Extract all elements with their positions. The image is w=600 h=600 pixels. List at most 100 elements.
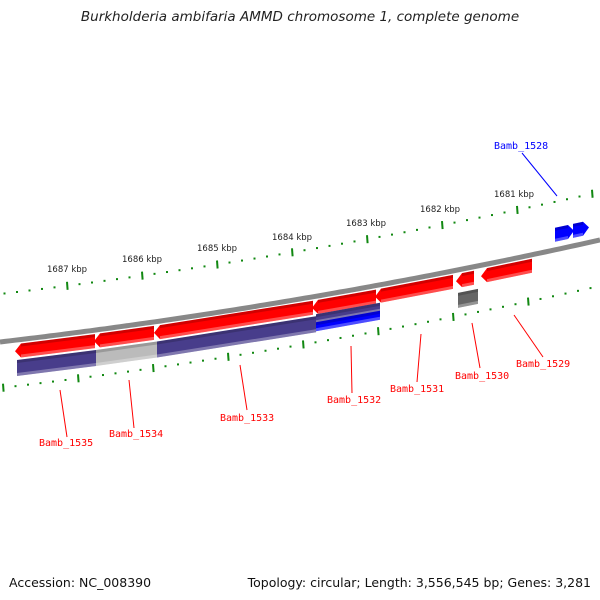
gene-bamb-1531-shade xyxy=(381,274,453,292)
upper-scale-major-tick xyxy=(591,189,594,198)
upper-scale-minor-tick xyxy=(166,271,168,274)
upper-scale-minor-tick xyxy=(328,244,331,247)
gene-bamb-1528-part xyxy=(573,221,589,238)
scale-labels: 1687 kbp 1686 kbp 1685 kbp 1684 kbp 1683… xyxy=(47,190,534,275)
cds-bar-pseudo-highlight xyxy=(96,354,157,366)
gene-bamb-1528-part-shade xyxy=(573,221,583,227)
rna-feature-shade xyxy=(458,288,478,296)
gene-label-bamb-1535[interactable]: Bamb_1535 xyxy=(39,438,93,449)
upper-scale-minor-tick xyxy=(78,283,81,286)
lower-scale-minor-tick xyxy=(327,339,329,342)
lower-scale-major-tick xyxy=(227,352,230,361)
leader-line xyxy=(416,333,422,383)
upper-scale-minor-tick xyxy=(428,226,431,229)
gene-label-bamb-1534[interactable]: Bamb_1534 xyxy=(109,429,163,440)
scale-label: 1683 kbp xyxy=(346,219,386,229)
upper-scale-major-tick xyxy=(216,260,219,269)
accession-text: Accession: NC_008390 xyxy=(9,575,152,590)
leader-line xyxy=(239,364,248,411)
upper-scale-minor-tick xyxy=(103,279,106,282)
upper-scale-major-tick xyxy=(366,235,369,244)
rna-feature-highlight xyxy=(458,300,478,308)
gene-bamb-1532-body xyxy=(312,289,376,314)
gene-bamb-1528-shade xyxy=(555,225,568,231)
lower-scale-minor-tick xyxy=(189,361,192,364)
gene-label-bamb-1533[interactable]: Bamb_1533 xyxy=(220,413,274,424)
lower-scale-major-tick xyxy=(2,383,5,392)
gene-label-bamb-1532[interactable]: Bamb_1532 xyxy=(327,395,381,406)
lower-scale-minor-tick xyxy=(364,332,367,335)
cds-bar xyxy=(17,350,96,376)
lower-scale-minor-tick xyxy=(539,297,542,300)
upper-scale-minor-tick xyxy=(503,211,506,214)
scale-label: 1686 kbp xyxy=(122,255,162,265)
upper-scale-minor-tick xyxy=(578,195,581,198)
upper-scale-minor-tick xyxy=(403,231,406,234)
scale-label: 1682 kbp xyxy=(420,205,460,215)
lower-scale-minor-tick xyxy=(239,353,242,356)
upper-scale-minor-tick xyxy=(541,203,543,206)
gene-label-bamb-1528[interactable]: Bamb_1528 xyxy=(494,141,548,152)
cds-bar-body xyxy=(316,302,380,324)
lower-scale-minor-tick xyxy=(27,383,29,386)
lower-scale-minor-tick xyxy=(139,368,142,371)
scale-ticks xyxy=(2,189,594,392)
lower-scale-minor-tick xyxy=(264,349,267,352)
rna-feature-body xyxy=(458,288,478,308)
cds-bar-highlight xyxy=(17,363,96,376)
gene-bamb-1530-body xyxy=(456,270,474,288)
cds-bar-pseudo xyxy=(96,341,157,366)
lower-scale-minor-tick xyxy=(52,380,54,383)
lower-scale-minor-tick xyxy=(502,305,504,308)
upper-scale-minor-tick xyxy=(303,249,306,252)
gene-label-bamb-1530[interactable]: Bamb_1530 xyxy=(455,371,509,382)
lower-scale-minor-tick xyxy=(439,318,442,321)
lower-scale-minor-tick xyxy=(214,357,217,360)
lower-scale-minor-tick xyxy=(127,370,129,373)
leader-line xyxy=(350,345,353,394)
gene-bamb-1534-highlight xyxy=(100,336,154,348)
gene-bamb-1535-shade xyxy=(21,334,95,347)
lower-scale-minor-tick xyxy=(489,308,492,311)
lower-scale-minor-tick xyxy=(564,292,567,295)
lower-scale-minor-tick xyxy=(202,359,204,362)
gene-bamb-1528-highlight xyxy=(555,236,568,242)
gene-label-bamb-1529[interactable]: Bamb_1529 xyxy=(516,359,570,370)
upper-scale-major-tick xyxy=(141,271,144,280)
upper-scale-minor-tick xyxy=(178,269,181,272)
upper-scale-major-tick xyxy=(516,205,519,214)
lower-scale-minor-tick xyxy=(14,385,17,388)
upper-scale-minor-tick xyxy=(53,286,56,289)
cds-bar-blue xyxy=(316,310,380,332)
chromosome-backbone xyxy=(0,237,600,345)
lower-scale-major-tick xyxy=(452,312,455,321)
gene-bamb-1530-shade xyxy=(462,270,474,277)
lower-scale-minor-tick xyxy=(164,365,167,368)
cds-bar-body xyxy=(157,316,316,358)
scale-label: 1681 kbp xyxy=(494,190,534,200)
lower-scale-minor-tick xyxy=(114,372,117,375)
gene-bamb-1529-highlight xyxy=(487,269,532,283)
upper-scale-minor-tick xyxy=(491,214,493,217)
gene-bamb-1532 xyxy=(312,289,376,314)
upper-scale-minor-tick xyxy=(466,219,468,222)
lower-scale-major-tick xyxy=(152,363,155,373)
gene-bamb-1535-body xyxy=(15,334,95,358)
lower-scale-minor-tick xyxy=(352,334,354,337)
lower-scale-minor-tick xyxy=(414,323,417,326)
lower-scale-minor-tick xyxy=(577,289,579,292)
gene-features xyxy=(15,221,589,376)
upper-scale-minor-tick xyxy=(228,261,231,264)
upper-scale-minor-tick xyxy=(28,289,31,292)
gene-label-bamb-1531[interactable]: Bamb_1531 xyxy=(390,384,444,395)
gene-bamb-1533-body xyxy=(154,300,313,340)
page-title: Burkholderia ambifaria AMMD chromosome 1… xyxy=(80,9,520,25)
lower-scale-minor-tick xyxy=(102,374,104,377)
upper-scale-minor-tick xyxy=(253,257,256,260)
gene-bamb-1532-shade xyxy=(318,289,376,303)
lower-scale-minor-tick xyxy=(402,325,404,328)
gene-label-leaders xyxy=(59,152,558,438)
gene-bamb-1533-highlight xyxy=(160,311,313,340)
upper-scale-minor-tick xyxy=(203,265,206,268)
